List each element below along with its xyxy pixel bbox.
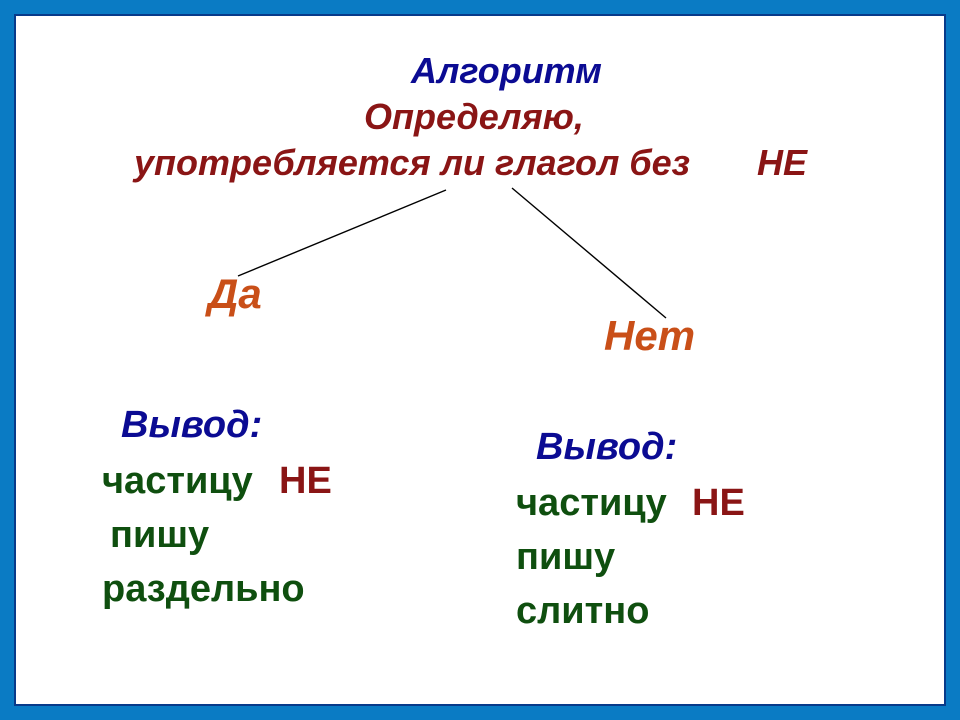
node-l_con: Вывод:	[121, 404, 262, 447]
node-line3a: употребляется ли глагол без	[134, 142, 690, 184]
node-l_l2: пишу	[110, 514, 209, 557]
node-l_l3: раздельно	[102, 568, 305, 611]
node-r_l1b: НЕ	[692, 482, 745, 525]
edge-line	[238, 190, 446, 276]
frame-inner: АлгоритмОпределяю,употребляется ли глаго…	[14, 14, 946, 706]
edge-line	[512, 188, 666, 318]
node-r_l2: пишу	[516, 536, 615, 579]
node-title: Алгоритм	[411, 50, 602, 92]
node-r_l3: слитно	[516, 590, 649, 633]
node-line3b: НЕ	[757, 142, 807, 184]
node-r_con: Вывод:	[536, 426, 677, 469]
node-r_l1a: частицу	[516, 482, 667, 525]
node-line2: Определяю,	[364, 96, 584, 138]
node-l_l1b: НЕ	[279, 460, 332, 503]
node-yes: Да	[208, 270, 262, 318]
node-l_l1a: частицу	[102, 460, 253, 503]
node-no: Нет	[604, 312, 695, 360]
frame-outer: АлгоритмОпределяю,употребляется ли глаго…	[0, 0, 960, 720]
diagram-stage: АлгоритмОпределяю,употребляется ли глаго…	[16, 16, 944, 704]
